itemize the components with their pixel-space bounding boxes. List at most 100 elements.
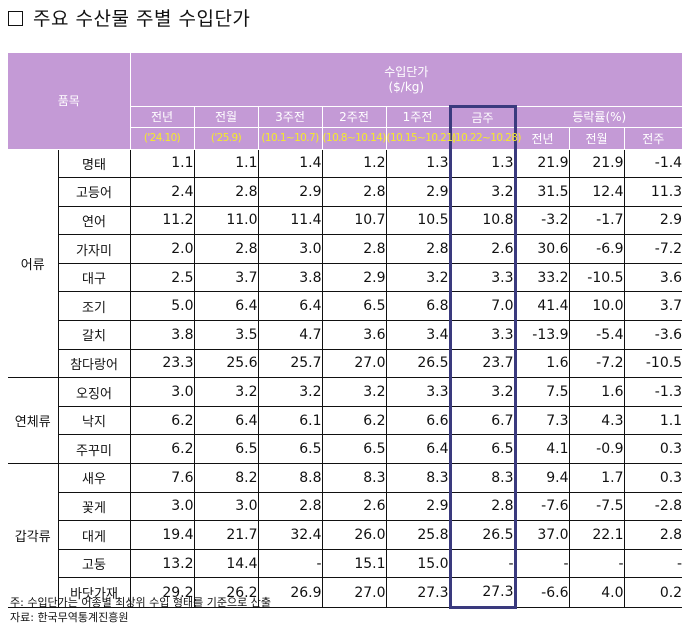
header-change-title: 등락률(%) <box>514 106 683 128</box>
change-rate-cell: 1.6 <box>514 349 569 379</box>
change-rate-cell: 4.1 <box>514 434 569 465</box>
price-cell: 3.7 <box>193 263 258 293</box>
price-cell: 10.8 <box>448 206 517 236</box>
change-rate-cell: -3.2 <box>514 206 569 236</box>
change-rate-cell: -7.5 <box>568 492 624 522</box>
change-rate-cell: 4.0 <box>568 577 624 608</box>
price-cell: 6.5 <box>193 434 258 465</box>
change-rate-cell: 7.5 <box>514 377 569 407</box>
price-cell: 6.5 <box>321 434 386 465</box>
change-rate-cell: 1.1 <box>623 406 683 436</box>
change-rate-cell: 41.4 <box>514 291 569 322</box>
change-rate-cell: 11.3 <box>623 177 683 207</box>
price-cell: 2.8 <box>448 492 517 522</box>
price-cell: 13.2 <box>129 549 194 579</box>
change-rate-cell: -6.6 <box>514 577 569 608</box>
price-cell: 27.0 <box>321 577 386 608</box>
price-cell: 21.7 <box>193 520 258 550</box>
price-cell: 6.1 <box>257 406 322 436</box>
price-cell: 3.0 <box>257 234 322 264</box>
price-cell: 7.0 <box>448 291 517 322</box>
change-rate-cell: 1.7 <box>568 463 624 493</box>
table-row: 고둥 13.2 14.4-15.1 15.0- - - - <box>8 549 683 579</box>
price-cell: 6.4 <box>193 406 258 436</box>
change-rate-cell: -7.2 <box>568 349 624 379</box>
note-text: 주: 수입단가는 어종별 최상위 수입 형태를 기준으로 산출 <box>10 596 271 609</box>
change-rate-cell: -7.2 <box>623 234 683 264</box>
item-name-cell: 대게 <box>57 520 130 550</box>
price-cell: 4.7 <box>257 320 322 350</box>
table-row: 고등어 2.4 2.8 2.9 2.8 2.9 3.2 31.5 12.4 11.3 <box>8 177 683 207</box>
change-rate-cell: -6.9 <box>568 234 624 264</box>
change-rate-cell: 10.0 <box>568 291 624 322</box>
price-cell: 11.4 <box>257 206 322 236</box>
price-cell: 8.3 <box>321 463 386 493</box>
change-rate-cell: 4.3 <box>568 406 624 436</box>
price-cell: 26.9 <box>257 577 322 608</box>
item-name-cell: 조기 <box>57 291 130 322</box>
table-row: 가자미 2.0 2.8 3.0 2.8 2.8 2.6 30.6 -6.9 -7.2 <box>8 234 683 264</box>
item-name-cell: 낙지 <box>57 406 130 436</box>
header-period-range-4: (10.15~10.21) <box>385 127 456 150</box>
change-rate-cell: -10.5 <box>623 349 683 379</box>
price-cell: 3.4 <box>385 320 450 350</box>
price-cell: 1.3 <box>385 149 450 179</box>
price-cell: 8.3 <box>448 463 517 493</box>
price-cell: 2.8 <box>193 234 258 264</box>
price-cell: 2.6 <box>321 492 386 522</box>
header-period-0: 전년 <box>129 106 194 128</box>
category-cell: 갑각류 <box>8 463 58 608</box>
table-row: 참다랑어 23.3 25.6 25.7 27.0 26.5 23.7 1.6 -7.2 -10.5 <box>8 349 683 379</box>
price-cell: 1.4 <box>257 149 322 179</box>
change-rate-cell: -13.9 <box>514 320 569 350</box>
change-rate-cell: 1.6 <box>568 377 624 407</box>
change-rate-cell: -5.4 <box>568 320 624 350</box>
price-cell: 1.1 <box>129 149 194 179</box>
title-text: 주요 수산물 주별 수입단가 <box>33 8 251 30</box>
table-row: 연체류 오징어 3.0 3.2 3.2 3.2 3.3 3.2 7.5 1.6 -1.3 <box>8 377 683 465</box>
price-cell: 3.8 <box>129 320 194 350</box>
price-cell: 6.2 <box>129 434 194 465</box>
price-cell: 3.5 <box>193 320 258 350</box>
price-cell: 6.8 <box>385 291 450 322</box>
price-cell: 2.0 <box>129 234 194 264</box>
price-cell: 15.0 <box>385 549 450 579</box>
price-cell: 6.2 <box>321 406 386 436</box>
item-name-cell: 주꾸미 <box>57 434 130 465</box>
price-cell: 3.0 <box>193 492 258 522</box>
price-cell: 23.3 <box>129 349 194 379</box>
price-cell: 2.8 <box>321 177 386 207</box>
change-rate-cell: 2.9 <box>623 206 683 236</box>
header-period-5: 금주 <box>448 104 517 128</box>
table-row: 갈치 3.8 3.5 4.7 3.6 3.4 3.3 -13.9 -5.4 -3.6 <box>8 320 683 350</box>
change-rate-cell: 37.0 <box>514 520 569 550</box>
header-item: 품목 <box>8 53 130 150</box>
price-cell: 25.7 <box>257 349 322 379</box>
change-rate-cell: 0.2 <box>623 577 683 608</box>
category-cell: 어류 <box>8 149 58 379</box>
price-cell: 5.0 <box>129 291 194 322</box>
table-row: 대게 19.4 21.7 32.4 26.0 25.8 26.5 37.0 22.1 2.8 <box>8 520 683 550</box>
price-cell: 6.5 <box>321 291 386 322</box>
item-name-cell: 고등어 <box>57 177 130 207</box>
page-title: 주요 수산물 주별 수입단가 <box>8 4 250 31</box>
price-cell: 3.2 <box>193 377 258 407</box>
price-cell: 8.2 <box>193 463 258 493</box>
price-cell: 6.5 <box>448 434 517 465</box>
change-rate-cell: 12.4 <box>568 177 624 207</box>
header-period-range-1: ('25.9) <box>193 127 258 150</box>
price-cell: - <box>448 549 517 579</box>
price-cell: 3.3 <box>448 320 517 350</box>
table-row: 갑각류 새우 7.6 8.2 8.8 8.3 8.3 8.3 9.4 1.7 0.3 <box>8 463 683 608</box>
import-price-table: 품목 수입단가 ($/kg) 전년 전월 3주전 2주전 1주전 금주 등락률(%) ('24… <box>8 53 683 609</box>
change-rate-cell: 22.1 <box>568 520 624 550</box>
change-rate-cell: -7.6 <box>514 492 569 522</box>
change-rate-cell: -1.4 <box>623 149 683 179</box>
price-cell: 3.2 <box>257 377 322 407</box>
price-cell: 32.4 <box>257 520 322 550</box>
change-rate-cell: 21.9 <box>568 149 624 179</box>
table-row: 주꾸미 6.2 6.5 6.5 6.5 6.4 6.5 4.1 -0.9 0.3 <box>8 434 683 465</box>
price-cell: 6.4 <box>257 291 322 322</box>
price-cell: 27.3 <box>448 577 517 609</box>
price-cell: 3.6 <box>321 320 386 350</box>
